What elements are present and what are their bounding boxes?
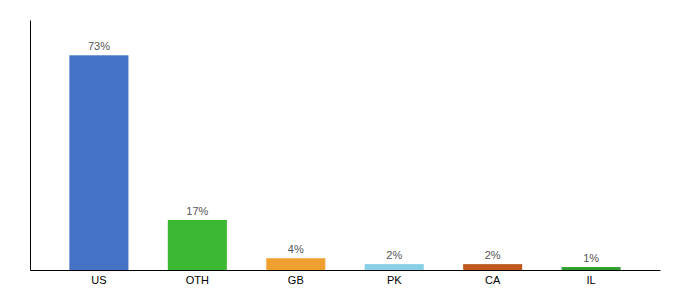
x-tick: US	[91, 274, 106, 286]
data-label: 1%	[583, 252, 599, 264]
bar	[562, 267, 621, 270]
plot: US OTH GB PK CA IL 73% 17% 4% 2% 2% 1%	[31, 21, 661, 286]
x-tick: IL	[587, 274, 596, 286]
y-axis-line	[30, 21, 31, 271]
data-label: 73%	[88, 40, 110, 52]
bar	[266, 258, 325, 270]
data-label: 17%	[186, 205, 208, 217]
data-labels: 73% 17% 4% 2% 2% 1%	[88, 40, 599, 264]
x-axis-line	[31, 270, 661, 271]
data-label: 2%	[485, 249, 501, 261]
x-tick: OTH	[186, 274, 209, 286]
data-label: 2%	[386, 249, 402, 261]
x-tick: CA	[485, 274, 501, 286]
x-tick: GB	[288, 274, 304, 286]
x-tick-label: CA	[485, 274, 501, 286]
x-tick-label: OTH	[186, 274, 209, 286]
bar	[463, 264, 522, 270]
bar	[69, 55, 128, 270]
x-axis: US OTH GB PK CA IL	[31, 271, 661, 286]
x-tick-label: IL	[587, 274, 596, 286]
x-tick-label: GB	[288, 274, 304, 286]
x-tick-label: PK	[387, 274, 402, 286]
bar	[365, 264, 424, 270]
data-label: 4%	[288, 243, 304, 255]
y-axis	[30, 21, 31, 271]
bar	[168, 220, 227, 270]
x-tick: PK	[387, 274, 402, 286]
chart: US OTH GB PK CA IL 73% 17% 4% 2% 2% 1%	[0, 0, 680, 300]
bars	[69, 55, 620, 270]
x-tick-label: US	[91, 274, 106, 286]
